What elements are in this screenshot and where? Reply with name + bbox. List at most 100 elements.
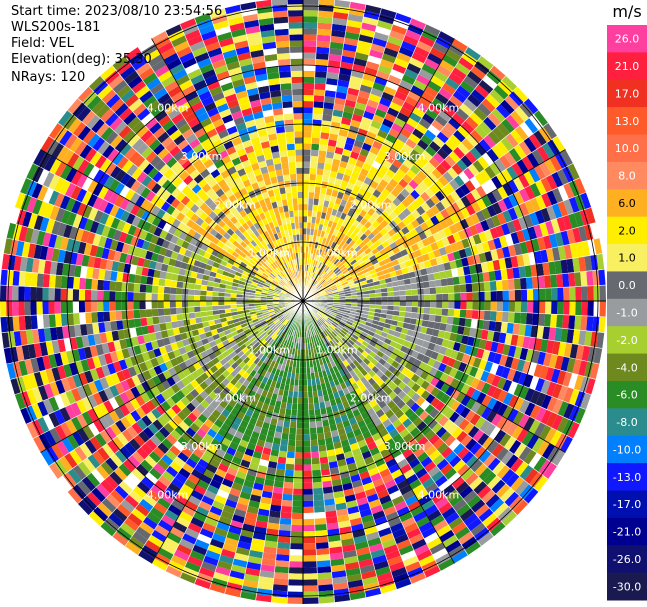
velocity-cell — [458, 275, 466, 285]
velocity-cell — [523, 487, 539, 504]
velocity-cell — [229, 340, 237, 348]
velocity-cell — [90, 289, 98, 301]
velocity-cell — [406, 473, 419, 485]
velocity-cell — [78, 289, 86, 301]
velocity-cell — [161, 353, 171, 363]
velocity-cell — [416, 240, 425, 250]
velocity-cell — [258, 433, 267, 442]
velocity-cell — [470, 389, 482, 401]
velocity-cell — [501, 75, 518, 91]
velocity-cell — [522, 336, 531, 349]
velocity-cell — [337, 287, 344, 292]
velocity-cell — [465, 192, 477, 204]
velocity-cell — [391, 566, 408, 578]
velocity-cell — [200, 284, 208, 291]
velocity-cell — [572, 227, 582, 243]
velocity-cell — [351, 298, 358, 301]
velocity-cell — [289, 561, 303, 568]
velocity-cell — [406, 329, 415, 337]
velocity-cell — [263, 325, 270, 332]
velocity-cell — [314, 77, 327, 84]
velocity-cell — [280, 511, 292, 519]
velocity-cell — [480, 219, 490, 232]
velocity-cell — [65, 197, 76, 212]
velocity-cell — [303, 216, 308, 223]
velocity-cell — [274, 290, 281, 294]
velocity-cell — [398, 443, 410, 454]
velocity-cell — [173, 364, 183, 374]
velocity-cell — [461, 52, 478, 66]
velocity-cell — [425, 266, 434, 275]
velocity-cell — [448, 545, 465, 559]
velocity-cell — [81, 254, 90, 267]
velocity-cell — [336, 283, 343, 288]
velocity-cell — [181, 376, 191, 387]
velocity-cell — [469, 327, 477, 338]
velocity-cell — [150, 234, 160, 245]
velocity-cell — [336, 314, 343, 319]
velocity-cell — [379, 494, 392, 505]
velocity-cell — [259, 459, 269, 467]
velocity-cell — [273, 293, 280, 296]
velocity-cell — [336, 85, 349, 94]
velocity-cell — [98, 389, 109, 403]
velocity-cell — [473, 481, 488, 495]
velocity-cell — [417, 155, 429, 166]
velocity-cell — [385, 511, 400, 522]
velocity-cell — [141, 240, 151, 251]
velocity-cell — [314, 511, 326, 519]
velocity-cell — [287, 445, 296, 453]
velocity-cell — [510, 457, 524, 473]
ray-separator — [124, 300, 304, 547]
velocity-cell — [218, 305, 225, 310]
velocity-cell — [545, 366, 555, 382]
velocity-cell — [369, 146, 380, 156]
velocity-cell — [243, 356, 251, 364]
velocity-cell — [127, 224, 137, 236]
velocity-cell — [227, 493, 240, 503]
velocity-cell — [223, 452, 234, 462]
velocity-cell — [442, 171, 454, 183]
velocity-cell — [316, 261, 321, 268]
velocity-cell — [321, 388, 329, 396]
velocity-cell — [108, 410, 120, 424]
velocity-cell — [465, 204, 476, 216]
velocity-cell — [19, 330, 28, 346]
velocity-cell — [317, 10, 334, 18]
velocity-cell — [340, 318, 348, 323]
velocity-cell — [311, 384, 318, 392]
velocity-cell — [153, 463, 166, 476]
velocity-cell — [362, 268, 370, 274]
velocity-cell — [348, 256, 355, 263]
velocity-cell — [340, 476, 352, 485]
velocity-cell — [491, 400, 503, 414]
velocity-cell — [502, 392, 514, 406]
velocity-cell — [459, 485, 474, 499]
velocity-cell — [221, 369, 231, 379]
velocity-cell — [376, 244, 385, 252]
velocity-cell — [292, 310, 297, 317]
velocity-cell — [409, 478, 422, 490]
velocity-cell — [448, 293, 455, 301]
velocity-cell — [574, 407, 586, 425]
velocity-cell — [429, 257, 438, 267]
velocity-cell — [242, 453, 253, 463]
velocity-cell — [376, 339, 384, 347]
velocity-cell — [67, 276, 74, 289]
velocity-cell — [317, 285, 323, 291]
velocity-cell — [342, 283, 350, 288]
velocity-cell — [151, 558, 169, 571]
velocity-cell — [373, 240, 382, 248]
velocity-cell — [106, 439, 120, 454]
velocity-cell — [200, 301, 207, 307]
velocity-cell — [174, 259, 182, 269]
velocity-cell — [548, 233, 558, 249]
velocity-cell — [486, 517, 502, 532]
velocity-cell — [155, 236, 165, 247]
velocity-cell — [251, 316, 258, 321]
velocity-cell — [321, 331, 327, 338]
ray-separator — [100, 300, 304, 527]
velocity-cell — [309, 285, 314, 292]
velocity-cell — [95, 366, 105, 380]
velocity-cell — [428, 314, 436, 322]
